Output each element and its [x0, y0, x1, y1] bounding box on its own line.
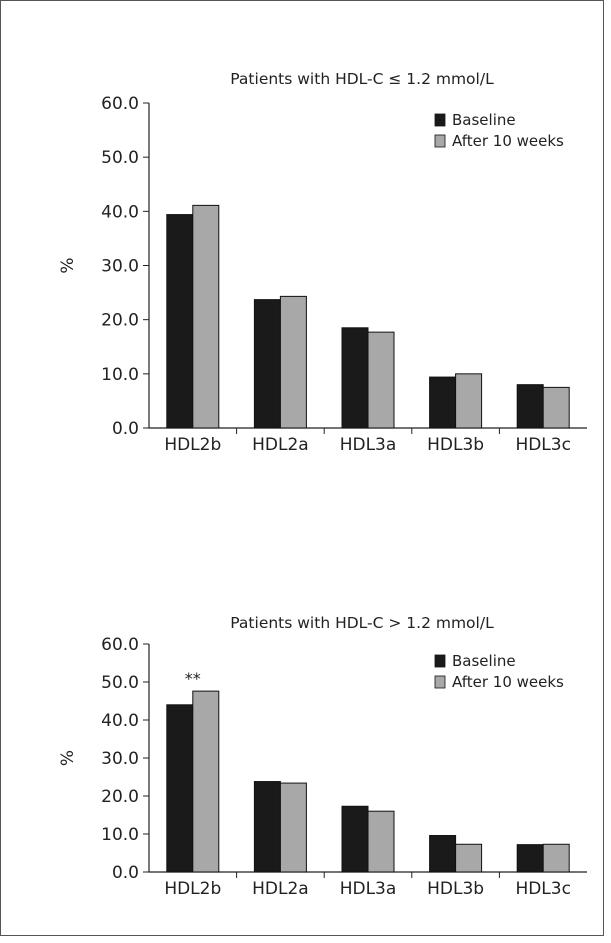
- y-tick-label: 40.0: [101, 202, 139, 222]
- bar-baseline: [166, 704, 194, 873]
- x-tick-label: HDL2b: [164, 435, 221, 455]
- y-tick-label: 20.0: [101, 787, 139, 807]
- bar-after-10-weeks: [192, 690, 220, 873]
- bar-baseline: [429, 835, 457, 873]
- y-tick-label: 10.0: [101, 365, 139, 385]
- x-tick-label: HDL2a: [252, 435, 309, 455]
- bar-after-10-weeks: [455, 373, 483, 429]
- bar-baseline: [341, 805, 369, 873]
- bar-after-10-weeks: [367, 810, 395, 873]
- bar-baseline: [341, 327, 369, 429]
- legend-swatch-baseline: [434, 654, 446, 668]
- legend-swatch-after-10-weeks: [434, 134, 446, 148]
- legend-label: After 10 weeks: [452, 132, 564, 150]
- legend-swatch-after-10-weeks: [434, 675, 446, 689]
- bar-after-10-weeks: [192, 204, 220, 429]
- bar-after-10-weeks: [367, 331, 395, 429]
- bar-after-10-weeks: [542, 386, 570, 429]
- y-tick-label: 20.0: [101, 311, 139, 331]
- bar-baseline: [253, 781, 281, 873]
- y-axis-label: %: [58, 750, 78, 766]
- legend-label: Baseline: [452, 652, 516, 670]
- figure-canvas: Patients with HDL-C ≤ 1.2 mmol/L% 0.0 10.0…: [58, 70, 587, 899]
- y-tick-label: 50.0: [101, 673, 139, 693]
- y-tick-label: 30.0: [101, 257, 139, 277]
- legend-label: After 10 weeks: [452, 673, 564, 691]
- significance-marker: **: [185, 669, 201, 688]
- x-tick-label: HDL3a: [340, 435, 397, 455]
- chart-title: Patients with HDL-C > 1.2 mmol/L: [230, 614, 494, 632]
- x-tick-label: HDL3b: [427, 435, 484, 455]
- y-tick-label: 0.0: [112, 419, 139, 439]
- y-tick-label: 50.0: [101, 148, 139, 168]
- bar-after-10-weeks: [542, 843, 570, 873]
- x-tick-label: HDL3a: [340, 879, 397, 899]
- y-tick-label: 40.0: [101, 711, 139, 731]
- bar-baseline: [516, 844, 544, 873]
- y-tick-label: 0.0: [112, 863, 139, 883]
- x-tick-label: HDL3c: [515, 879, 571, 899]
- bar-baseline: [516, 384, 544, 429]
- y-tick-label: 10.0: [101, 825, 139, 845]
- bar-baseline: [253, 299, 281, 429]
- x-tick-label: HDL2a: [252, 879, 309, 899]
- x-tick-label: HDL3b: [427, 879, 484, 899]
- bar-after-10-weeks: [279, 295, 307, 429]
- x-tick-label: HDL3c: [515, 435, 571, 455]
- y-axis-label: %: [58, 257, 78, 273]
- legend-swatch-baseline: [434, 113, 446, 127]
- y-tick-label: 60.0: [101, 94, 139, 114]
- chart-panel-1: Patients with HDL-C ≤ 1.2 mmol/L% 0.0 10.0…: [58, 70, 587, 455]
- bar-baseline: [166, 214, 194, 429]
- bar-after-10-weeks: [279, 782, 307, 873]
- y-tick-label: 30.0: [101, 749, 139, 769]
- legend-label: Baseline: [452, 111, 516, 129]
- chart-title: Patients with HDL-C ≤ 1.2 mmol/L: [230, 70, 494, 88]
- x-tick-label: HDL2b: [164, 879, 221, 899]
- bar-after-10-weeks: [455, 843, 483, 873]
- chart-panel-2: Patients with HDL-C > 1.2 mmol/L% 0.0 10.0…: [58, 614, 587, 899]
- y-tick-label: 60.0: [101, 635, 139, 655]
- bar-baseline: [429, 376, 457, 429]
